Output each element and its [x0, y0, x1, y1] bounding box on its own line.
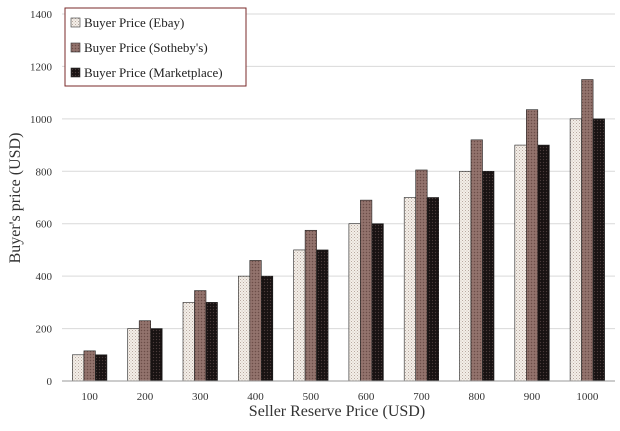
y-tick-label: 800	[36, 166, 53, 178]
y-tick-label: 1000	[30, 114, 53, 126]
bar-dark-300	[194, 290, 207, 382]
bar-light-600	[348, 223, 361, 382]
y-tick-label: 1200	[30, 61, 53, 73]
legend-swatch-dark	[70, 42, 81, 53]
bar-light-900	[514, 144, 527, 382]
bar-light-700	[403, 197, 417, 382]
bar-black-900	[537, 144, 550, 382]
legend-label: Buyer Price (Ebay)	[84, 15, 184, 30]
legend-label: Buyer Price (Sotheby's)	[84, 40, 208, 55]
x-tick-label: 700	[413, 391, 430, 403]
bar-black-200	[150, 328, 163, 382]
bar-black-1000	[592, 118, 605, 382]
x-axis-title: Seller Reserve Price (USD)	[249, 403, 425, 420]
y-tick-label: 0	[47, 376, 53, 388]
bar-dark-800	[470, 139, 483, 382]
bar-dark-400	[249, 260, 262, 382]
bar-black-300	[205, 302, 218, 382]
legend-box	[64, 7, 247, 87]
bar-dark-100	[83, 350, 96, 382]
bar-light-800	[459, 170, 472, 382]
bar-black-600	[371, 223, 384, 382]
legend-label: Buyer Price (Marketplace)	[84, 65, 223, 80]
x-tick-label: 200	[137, 391, 154, 403]
bar-dark-600	[360, 199, 373, 382]
x-tick-label: 900	[524, 391, 541, 403]
y-tick-label: 600	[36, 219, 53, 231]
x-tick-label: 600	[358, 391, 375, 403]
bar-light-500	[293, 249, 306, 382]
y-tick-label: 400	[36, 271, 53, 283]
bar-dark-900	[525, 109, 539, 382]
bar-black-800	[482, 170, 495, 382]
y-tick-label: 1400	[30, 9, 53, 21]
x-tick-label: 400	[247, 391, 264, 403]
bar-black-400	[260, 275, 274, 382]
x-tick-label: 100	[81, 391, 98, 403]
x-tick-label: 800	[469, 391, 486, 403]
x-tick-label: 500	[303, 391, 320, 403]
x-tick-label: 300	[192, 391, 209, 403]
bar-dark-500	[304, 229, 317, 382]
bar-dark-200	[138, 320, 151, 382]
axes: 0 200 400 600 800 1000 1200 1400 100 200 300 400 500…	[30, 9, 615, 403]
bar-black-700	[426, 197, 440, 382]
legend: Buyer Price (Ebay) Buyer Price (Sotheby's…	[64, 7, 247, 87]
bar-light-200	[127, 328, 140, 382]
bar-light-300	[182, 302, 195, 382]
bar-light-1000	[569, 118, 582, 382]
bar-light-400	[238, 275, 251, 382]
bar-black-500	[316, 249, 329, 382]
bars	[72, 79, 605, 382]
x-tick-label: 1000	[576, 391, 599, 403]
bar-dark-1000	[581, 79, 594, 382]
y-tick-label: 200	[36, 324, 53, 336]
bar-black-100	[95, 354, 108, 382]
y-axis-title: Buyer's price (USD)	[7, 133, 24, 264]
bar-dark-700	[415, 169, 428, 382]
legend-swatch-black	[70, 67, 81, 78]
bar-light-100	[72, 354, 85, 382]
legend-swatch-light	[70, 17, 81, 28]
